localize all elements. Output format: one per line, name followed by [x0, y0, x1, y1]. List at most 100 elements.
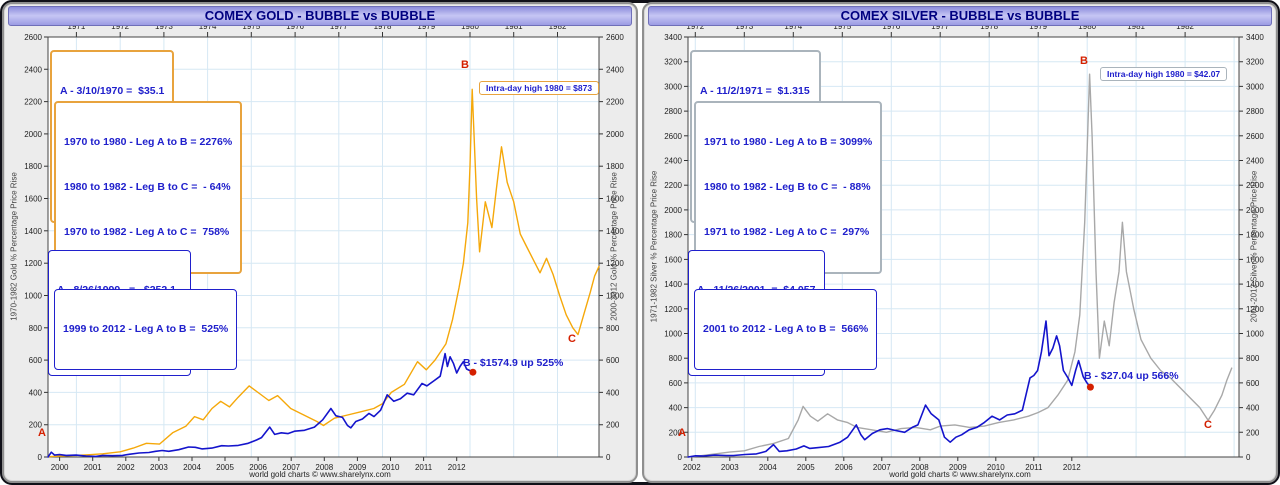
bottom-axis-year-label: 2009	[949, 463, 967, 472]
gold-chart-title: COMEX GOLD - BUBBLE vs BUBBLE	[8, 6, 632, 26]
bottom-axis-year-label: 2003	[721, 463, 739, 472]
silver-point-b-label: B	[1080, 55, 1088, 67]
silver-modern-leg-box: 2001 to 2012 - Leg A to B = 566%	[694, 289, 878, 370]
y-tick-label-left: 600	[29, 356, 43, 365]
gold-point-c-label: C	[568, 333, 576, 345]
top-axis-year-label: 1981	[505, 22, 523, 31]
y-tick-label-left: 1600	[24, 195, 42, 204]
y-tick-label-right: 1600	[606, 195, 624, 204]
bottom-axis-year-label: 2008	[911, 463, 929, 472]
annotation-line: 2001 to 2012 - Leg A to B = 566%	[703, 323, 869, 335]
y-tick-label-right: 1800	[1246, 231, 1264, 240]
top-axis-year-label: 1972	[686, 22, 704, 31]
y-tick-label-left: 600	[669, 379, 683, 388]
annotation-line: 1999 to 2012 - Leg A to B = 525%	[63, 323, 229, 335]
silver-point-c-label: C	[1204, 419, 1212, 431]
bottom-axis-year-label: 2011	[415, 463, 433, 472]
y-tick-label-right: 2400	[606, 65, 624, 74]
silver-chart-footer: world gold charts © www.sharelynx.com	[889, 470, 1031, 479]
y-tick-label-right: 2200	[1246, 181, 1264, 190]
bottom-axis-year-label: 2006	[835, 463, 853, 472]
silver-chart-title: COMEX SILVER - BUBBLE vs BUBBLE	[648, 6, 1272, 26]
y-tick-label-right: 200	[606, 421, 620, 430]
silver-right-axis-title: 2001-2012 Silver % Percentage Price Rise	[1249, 170, 1259, 323]
top-axis-year-label: 1973	[155, 22, 173, 31]
y-tick-label-left: 2200	[664, 181, 682, 190]
bottom-axis-year-label: 2011	[1025, 463, 1043, 472]
y-tick-label-left: 0	[38, 453, 43, 462]
y-tick-label-left: 2400	[24, 65, 42, 74]
bottom-axis-year-label: 2007	[282, 463, 300, 472]
annotation-line: A - 11/2/1971 = $1.315	[700, 85, 810, 97]
silver-legs-box: 1971 to 1980 - Leg A to B = 3099% 1980 t…	[694, 101, 883, 274]
y-tick-label-right: 3000	[1246, 82, 1264, 91]
y-tick-label-right: 600	[1246, 379, 1260, 388]
bottom-axis-year-label: 2002	[117, 463, 135, 472]
top-axis-year-label: 1978	[374, 22, 392, 31]
bottom-axis-year-label: 2012	[448, 463, 466, 472]
y-tick-label-left: 3400	[664, 33, 682, 42]
series-gold-1970-1982-pct-rise	[47, 88, 600, 458]
y-tick-label-left: 1400	[664, 280, 682, 289]
top-axis-year-label: 1977	[931, 22, 949, 31]
annotation-line: 1971 to 1982 - Leg A to C = 297%	[704, 226, 870, 238]
annotation-line: 1980 to 1982 - Leg B to C = - 64%	[64, 181, 231, 193]
top-axis-year-label: 1975	[242, 22, 260, 31]
bottom-axis-year-label: 2006	[249, 463, 267, 472]
y-tick-label-left: 3000	[664, 82, 682, 91]
y-tick-label-right: 0	[606, 453, 611, 462]
bottom-axis-year-label: 2009	[349, 463, 367, 472]
y-tick-label-right: 1200	[1246, 305, 1264, 314]
y-tick-label-right: 200	[1246, 428, 1260, 437]
y-tick-label-right: 2600	[606, 33, 624, 42]
y-tick-label-right: 800	[606, 324, 620, 333]
annotation-line: A - 3/10/1970 = $35.1	[60, 85, 165, 97]
series-silver-1971-1982-pct-rise	[687, 73, 1233, 458]
gold-chart-panel: 0 0 200 200 400 400 600 600 800 800 1000 1000 1200 12…	[2, 2, 638, 483]
top-axis-year-label: 1976	[286, 22, 304, 31]
y-tick-label-left: 1600	[664, 255, 682, 264]
y-tick-label-right: 2400	[1246, 157, 1264, 166]
series-gold-2000-2012-pct-rise	[47, 352, 474, 458]
silver-point-b-note: B - $27.04 up 566%	[1084, 370, 1179, 382]
top-axis-year-label: 1979	[1029, 22, 1047, 31]
bottom-axis-year-label: 2003	[150, 463, 168, 472]
annotation-line: 1980 to 1982 - Leg B to C = - 88%	[704, 181, 871, 193]
annotation-line: 1970 to 1982 - Leg A to C = 758%	[64, 226, 230, 238]
gold-chart-footer: world gold charts © www.sharelynx.com	[249, 470, 391, 479]
y-tick-label-left: 2800	[664, 107, 682, 116]
top-axis-year-label: 1981	[1127, 22, 1145, 31]
silver-intraday-high-label: Intra-day high 1980 = $42.07	[1100, 67, 1228, 81]
point-b-marker	[1086, 383, 1094, 391]
plot-border	[687, 36, 1240, 458]
bottom-axis-year-label: 2012	[1063, 463, 1081, 472]
top-axis-year-label: 1971	[68, 22, 86, 31]
y-tick-label-left: 2000	[24, 130, 42, 139]
gold-intraday-high-label: Intra-day high 1980 = $873	[479, 81, 600, 95]
y-tick-label-right: 2000	[606, 130, 624, 139]
bottom-axis-year-label: 2002	[683, 463, 701, 472]
bottom-axis-year-label: 2001	[84, 463, 102, 472]
y-tick-label-left: 1000	[24, 292, 42, 301]
y-tick-label-left: 2000	[664, 206, 682, 215]
bottom-axis-year-label: 2005	[797, 463, 815, 472]
gold-point-b-label: B	[461, 59, 469, 71]
top-axis-year-label: 1979	[417, 22, 435, 31]
y-tick-label-left: 3200	[664, 58, 682, 67]
y-tick-label-right: 1000	[1246, 330, 1264, 339]
gold-point-b-note: B - $1574.9 up 525%	[463, 357, 564, 369]
y-tick-label-right: 2000	[1246, 206, 1264, 215]
gold-legs-box: 1970 to 1980 - Leg A to B = 2276% 1980 t…	[54, 101, 243, 274]
top-axis-year-label: 1982	[549, 22, 567, 31]
annotation-line: 1970 to 1980 - Leg A to B = 2276%	[64, 136, 233, 148]
y-tick-label-left: 1400	[24, 227, 42, 236]
silver-chart-panel: 0 0 200 200 400 400 600 600 800 800 1000 1000 1200 12…	[642, 2, 1278, 483]
plot-border	[47, 36, 600, 458]
annotation-line: 1971 to 1980 - Leg A to B = 3099%	[704, 136, 873, 148]
gold-left-axis-title: 1970-1982 Gold % Percentage Price Rise	[9, 172, 19, 321]
gold-point-a-label: A	[38, 427, 46, 439]
y-tick-label-left: 1800	[664, 231, 682, 240]
y-tick-label-left: 1000	[664, 330, 682, 339]
y-tick-label-left: 800	[29, 324, 43, 333]
